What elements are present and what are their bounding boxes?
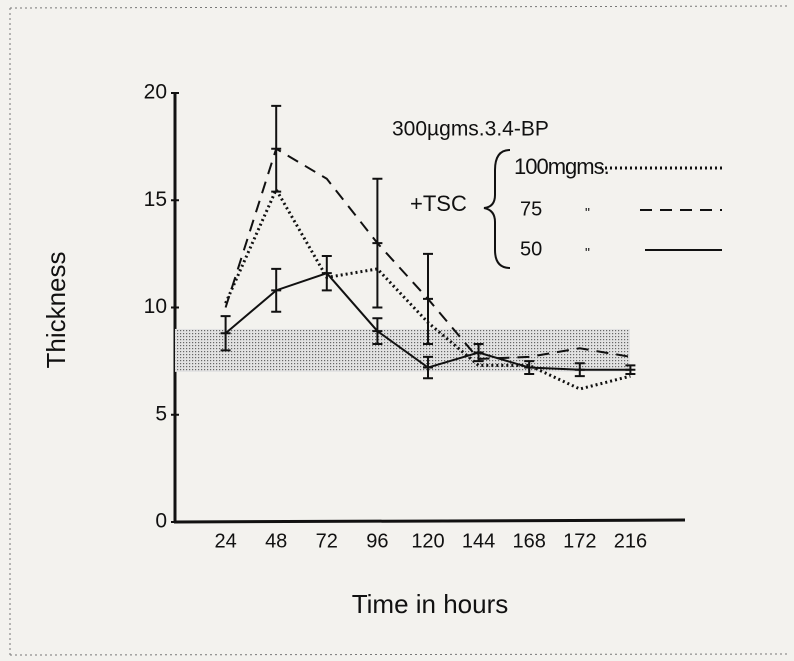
y-axis-label: Thickness	[41, 251, 71, 368]
error-bar	[524, 360, 535, 375]
x-tick-label: 168	[513, 530, 546, 552]
error-bar	[625, 364, 636, 375]
x-tick-label: 120	[411, 530, 444, 552]
y-tick-label: 20	[144, 81, 167, 104]
y-tick-label: 10	[144, 295, 167, 318]
error-bar	[423, 252, 433, 345]
error-bar	[271, 267, 282, 313]
error-bar	[423, 355, 433, 380]
x-tick-label: 144	[462, 530, 495, 552]
y-tick-label: 15	[144, 188, 167, 211]
error-bar	[574, 362, 585, 378]
y-tick-label: 0	[155, 510, 167, 533]
x-tick-label: 24	[214, 530, 236, 552]
error-bar	[220, 315, 231, 352]
x-axis	[173, 518, 686, 524]
x-axis-label: Time in hours	[352, 589, 509, 619]
y-tick-label: 5	[155, 402, 167, 425]
legend-label: 100mgms.	[514, 154, 609, 179]
frame	[9, 5, 791, 656]
error-bar	[372, 317, 383, 345]
legend-ditto: "	[585, 245, 590, 261]
legend-label: 75	[520, 198, 542, 220]
x-tick-label: 96	[366, 530, 388, 552]
legend-label: 50	[520, 238, 542, 260]
x-tick-label: 216	[614, 530, 647, 552]
x-tick-label: 72	[316, 530, 338, 552]
error-bar	[473, 342, 484, 363]
x-tick-label: 48	[265, 530, 287, 552]
error-bar	[271, 104, 282, 193]
error-bar	[372, 177, 383, 309]
x-tick-label: 172	[563, 530, 596, 552]
legend-ditto: "	[585, 205, 590, 221]
treatment-label: +TSC	[410, 191, 467, 216]
error-bar	[321, 255, 332, 292]
legend-brace	[483, 149, 511, 269]
dose-label: 300µgms.3.4-BP	[392, 118, 549, 141]
